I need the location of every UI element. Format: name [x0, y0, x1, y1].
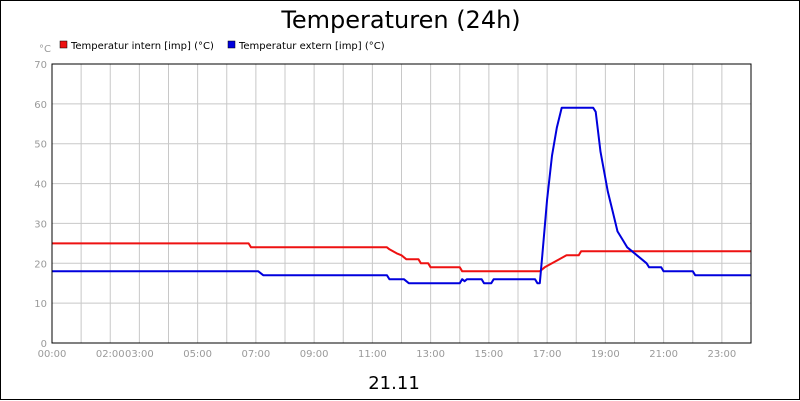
x-tick-label: 23:00 [707, 349, 736, 360]
series-line-extern [52, 106, 751, 285]
legend: Temperatur intern [imp] (°C) Temperatur … [59, 40, 385, 52]
legend-label-extern: Temperatur extern [imp] (°C) [238, 41, 385, 52]
x-axis-date-label: 21.11 [368, 373, 420, 394]
series-layer [52, 106, 751, 285]
x-tick-label: 15:00 [474, 349, 503, 360]
chart-title: Temperaturen (24h) [280, 6, 520, 34]
y-axis-unit-label: °C [39, 44, 51, 55]
legend-swatch-intern [59, 40, 68, 49]
y-tick-label: 10 [34, 299, 47, 310]
x-tick-label: 05:00 [183, 349, 212, 360]
x-tick-label: 00:00 [38, 349, 67, 360]
tick-labels: 0 10 20 30 40 50 60 70 00:00 02:00 03:00 05:00 07:00… [34, 60, 736, 360]
x-tick-label: 13:00 [416, 349, 445, 360]
y-tick-label: 50 [34, 140, 47, 151]
x-tick-label: 21:00 [649, 349, 678, 360]
y-tick-label: 20 [34, 259, 47, 270]
x-tick-label: 09:00 [300, 349, 329, 360]
x-tick-label: 02:00 [96, 349, 125, 360]
grid [51, 63, 752, 344]
y-tick-label: 40 [34, 180, 47, 191]
y-tick-label: 70 [34, 60, 47, 71]
x-tick-label: 19:00 [591, 349, 620, 360]
legend-label-intern: Temperatur intern [imp] (°C) [70, 41, 214, 52]
legend-swatch-extern [227, 40, 236, 49]
x-tick-label: 03:00 [125, 349, 154, 360]
series-line-intern [52, 242, 751, 273]
x-tick-label: 17:00 [533, 349, 562, 360]
x-tick-label: 07:00 [241, 349, 270, 360]
plot-area-border [51, 63, 752, 344]
y-tick-label: 30 [34, 219, 47, 230]
x-tick-label: 11:00 [358, 349, 387, 360]
y-tick-label: 60 [34, 100, 47, 111]
y-tick-label: 0 [41, 339, 47, 350]
